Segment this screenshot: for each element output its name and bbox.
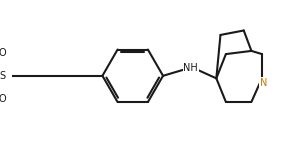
Text: N: N [260, 78, 267, 88]
Text: O: O [0, 48, 6, 58]
Text: S: S [0, 71, 5, 81]
Text: O: O [0, 94, 6, 104]
Text: NH: NH [183, 63, 198, 73]
